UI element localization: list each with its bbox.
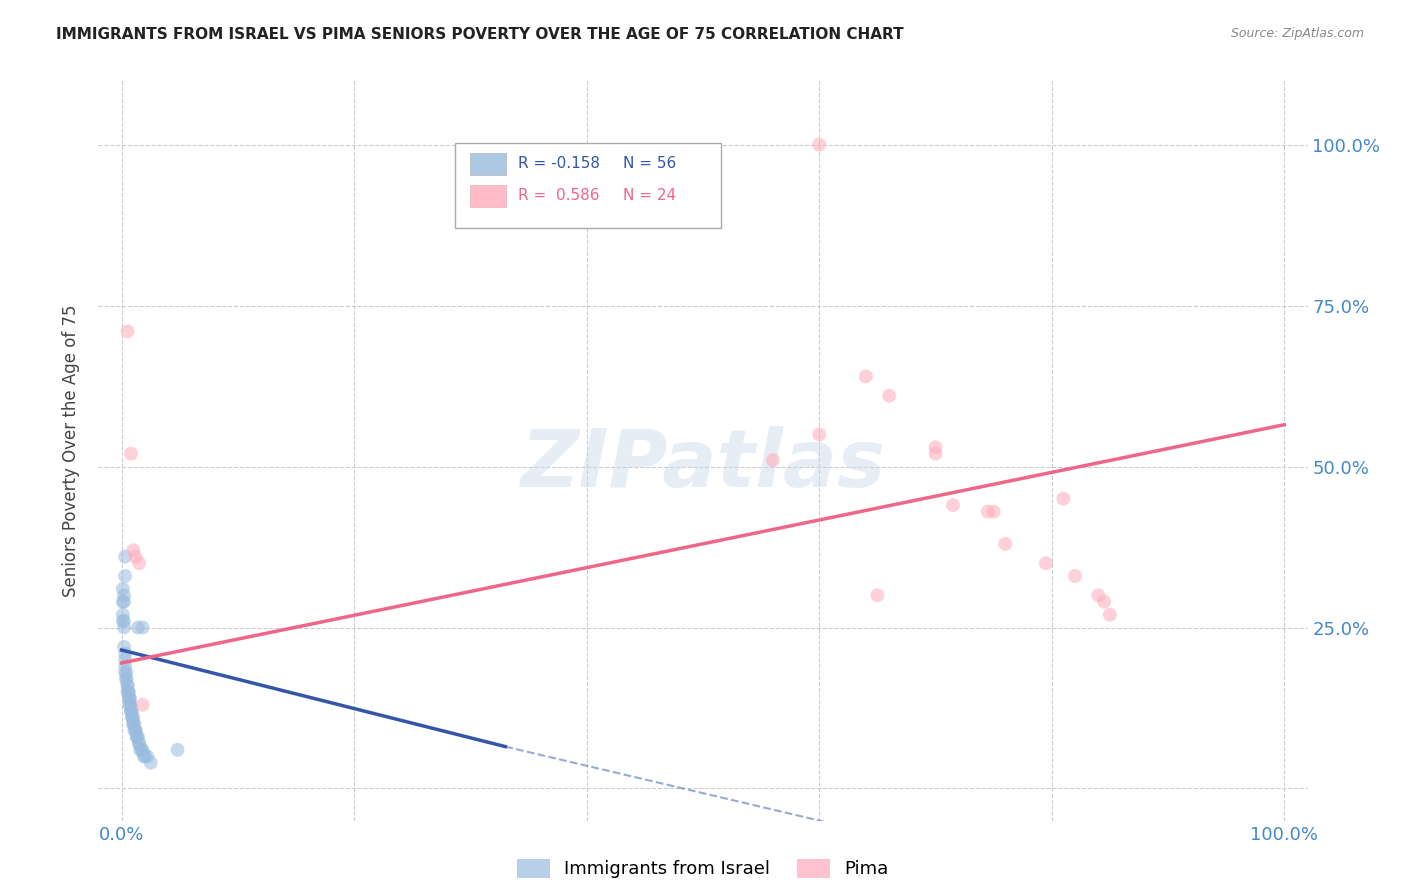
- Point: [117, 685, 139, 699]
- Point: [114, 569, 136, 583]
- Point: [114, 549, 136, 564]
- Point: [1035, 556, 1057, 570]
- Point: [121, 711, 143, 725]
- Point: [120, 704, 142, 718]
- Point: [1098, 607, 1121, 622]
- Point: [131, 743, 153, 757]
- Point: [134, 749, 156, 764]
- Point: [124, 549, 146, 564]
- Bar: [470, 185, 506, 207]
- Point: [111, 582, 134, 596]
- Point: [762, 453, 785, 467]
- Point: [942, 498, 965, 512]
- Point: [121, 704, 143, 718]
- Point: [118, 691, 141, 706]
- Point: [122, 711, 145, 725]
- Point: [114, 653, 136, 667]
- Point: [866, 588, 889, 602]
- Point: [129, 743, 152, 757]
- Point: [127, 620, 149, 634]
- Point: [112, 640, 135, 654]
- Point: [115, 672, 138, 686]
- Point: [114, 659, 136, 673]
- Point: [124, 723, 146, 738]
- Text: R =  0.586: R = 0.586: [517, 188, 599, 203]
- Point: [139, 756, 162, 770]
- Point: [120, 447, 142, 461]
- Point: [125, 730, 148, 744]
- Point: [117, 678, 139, 692]
- Point: [114, 665, 136, 680]
- Point: [112, 614, 135, 628]
- Point: [120, 698, 142, 712]
- Point: [877, 389, 900, 403]
- Point: [136, 749, 159, 764]
- FancyBboxPatch shape: [456, 144, 721, 228]
- Point: [111, 607, 134, 622]
- Point: [112, 588, 135, 602]
- Point: [124, 717, 146, 731]
- Point: [124, 723, 146, 738]
- Point: [115, 665, 138, 680]
- Bar: [470, 153, 506, 175]
- Point: [120, 704, 142, 718]
- Legend: Immigrants from Israel, Pima: Immigrants from Israel, Pima: [510, 852, 896, 886]
- Point: [1052, 491, 1074, 506]
- Point: [808, 137, 831, 152]
- Point: [977, 505, 1000, 519]
- Point: [128, 556, 150, 570]
- Point: [132, 749, 155, 764]
- Point: [128, 736, 150, 750]
- Point: [122, 543, 145, 558]
- Point: [131, 698, 153, 712]
- Point: [131, 743, 153, 757]
- Point: [131, 620, 153, 634]
- Point: [111, 595, 134, 609]
- Point: [924, 440, 946, 454]
- Point: [118, 691, 141, 706]
- Point: [994, 537, 1017, 551]
- Point: [121, 711, 143, 725]
- Point: [112, 595, 135, 609]
- Point: [128, 736, 150, 750]
- Point: [983, 505, 1005, 519]
- Point: [118, 698, 141, 712]
- Text: IMMIGRANTS FROM ISRAEL VS PIMA SENIORS POVERTY OVER THE AGE OF 75 CORRELATION CH: IMMIGRANTS FROM ISRAEL VS PIMA SENIORS P…: [56, 27, 904, 42]
- Point: [115, 672, 138, 686]
- Point: [125, 730, 148, 744]
- Point: [118, 691, 141, 706]
- Text: Source: ZipAtlas.com: Source: ZipAtlas.com: [1230, 27, 1364, 40]
- Point: [117, 324, 139, 338]
- Point: [127, 730, 149, 744]
- Point: [118, 685, 141, 699]
- Point: [924, 447, 946, 461]
- Text: N = 24: N = 24: [623, 188, 676, 203]
- Point: [122, 717, 145, 731]
- Point: [122, 717, 145, 731]
- Point: [1064, 569, 1087, 583]
- Text: R = -0.158: R = -0.158: [517, 156, 600, 171]
- Point: [808, 427, 831, 442]
- Point: [1092, 595, 1115, 609]
- Point: [855, 369, 877, 384]
- Text: ZIPatlas: ZIPatlas: [520, 426, 886, 504]
- Point: [111, 614, 134, 628]
- Point: [117, 678, 139, 692]
- Point: [118, 685, 141, 699]
- Point: [112, 620, 135, 634]
- Point: [118, 698, 141, 712]
- Y-axis label: Seniors Poverty Over the Age of 75: Seniors Poverty Over the Age of 75: [62, 304, 80, 597]
- Point: [1087, 588, 1109, 602]
- Point: [124, 723, 146, 738]
- Point: [166, 743, 188, 757]
- Text: N = 56: N = 56: [623, 156, 676, 171]
- Point: [114, 646, 136, 660]
